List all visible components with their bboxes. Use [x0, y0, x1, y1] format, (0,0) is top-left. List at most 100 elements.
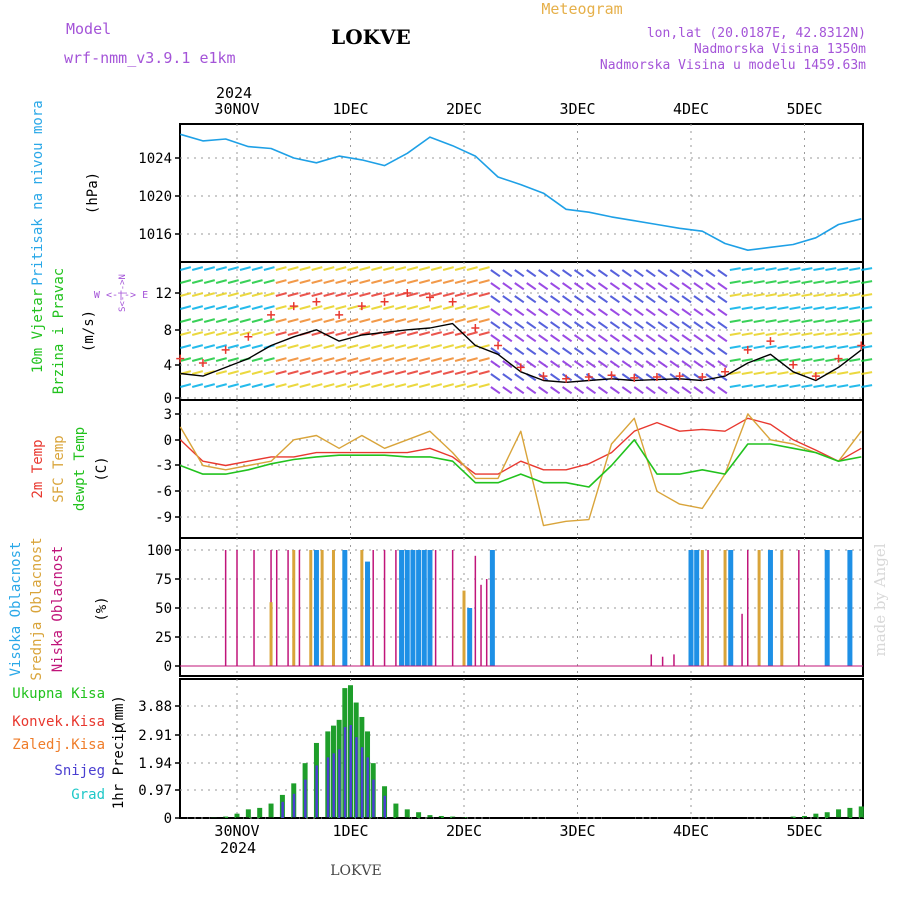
wind-barb: [753, 332, 765, 336]
wind-barb: [418, 370, 431, 375]
wind-barb: [179, 292, 192, 297]
wind-barb: [347, 279, 359, 284]
temp-unit: (C): [94, 456, 110, 481]
y-tick-label: -9: [155, 510, 172, 526]
wind-barb: [466, 331, 478, 336]
wind-barb: [203, 383, 216, 388]
precip-snow-bar: [281, 801, 284, 818]
wind-barb: [765, 384, 777, 388]
wind-barb: [597, 295, 608, 304]
precip-legend-conv: Konvek.Kisa: [12, 714, 105, 730]
wind-barb: [466, 370, 478, 375]
wind-barb: [191, 383, 204, 388]
wind-title-2: Brzina i Pravac: [51, 268, 67, 394]
wind-barb: [861, 306, 873, 310]
wind-barb: [263, 357, 275, 362]
wind-barb: [395, 344, 407, 349]
wind-barb: [861, 371, 873, 375]
wind-barb: [335, 305, 347, 310]
temp-title-sfc: SFC Temp: [51, 435, 67, 502]
cloud-bar-visoka: [416, 550, 422, 666]
wind-barb: [203, 305, 216, 310]
wind-barb: [526, 269, 537, 278]
wind-barb: [514, 386, 525, 395]
temp-2m-line: [179, 417, 862, 475]
y-tick-label: 1024: [138, 151, 172, 167]
wind-barb: [239, 279, 251, 284]
wind-barb: [311, 383, 323, 388]
wind-barb: [621, 373, 632, 382]
precip-bar: [790, 816, 796, 818]
cloud-bar-visoka: [824, 550, 830, 666]
wind-barb: [561, 308, 573, 317]
wind-barb: [645, 347, 656, 356]
wind-barb: [849, 319, 861, 323]
wind-barb: [550, 360, 561, 369]
wind-barb: [406, 357, 419, 362]
precip-bar: [223, 816, 229, 818]
wind-barb: [657, 282, 668, 291]
wind-barb: [335, 292, 347, 297]
wind-gust-marker: [494, 341, 503, 350]
y-tick-label: 50: [155, 601, 172, 617]
wind-barb: [621, 321, 632, 330]
wind-gust-marker: [312, 297, 321, 306]
wind-barb: [561, 321, 573, 330]
wind-barb: [825, 306, 837, 310]
wind-barb: [263, 383, 275, 388]
wind-barb: [597, 334, 608, 343]
wind-barb: [359, 370, 371, 375]
wind-barb: [645, 269, 656, 278]
wind-barb: [371, 357, 383, 362]
wind-barb: [442, 331, 454, 336]
wind-barb: [765, 358, 777, 362]
wind-barb: [454, 344, 466, 349]
wind-barb: [311, 344, 323, 349]
wind-barb: [371, 266, 383, 271]
wind-barb: [609, 386, 620, 395]
wind-barb: [299, 292, 311, 297]
wind-barb: [753, 293, 765, 297]
wind-barb: [777, 371, 789, 375]
wind-barb: [669, 282, 680, 291]
wind-barb: [717, 347, 728, 356]
wind-barb: [777, 319, 789, 323]
wind-barb: [669, 308, 680, 317]
cloud-bar-visoka: [767, 550, 773, 666]
wind-barb: [323, 305, 335, 310]
precip-bar: [858, 806, 864, 818]
wind-gust-marker: [198, 359, 207, 367]
wind-barb: [371, 318, 383, 323]
temp-title-2m: 2m Temp: [30, 439, 46, 498]
wind-barb: [717, 308, 728, 317]
wind-barb: [657, 269, 668, 278]
precip-snow-bar: [360, 747, 364, 818]
wind-barb: [335, 344, 347, 349]
wind-barb: [347, 344, 359, 349]
wind-barb: [609, 282, 620, 291]
bottom-day-label: 2DEC: [446, 822, 482, 840]
wind-barb: [442, 370, 454, 375]
precip-bar: [393, 803, 399, 818]
wind-barb: [813, 319, 825, 323]
wind-barb: [239, 370, 251, 375]
wind-barb: [442, 383, 454, 388]
wind-barb: [371, 279, 383, 284]
wind-barb: [837, 319, 849, 323]
wind-barb: [777, 332, 789, 336]
wind-barb: [215, 331, 227, 336]
wind-barb: [203, 279, 216, 284]
wind-barb: [597, 386, 608, 395]
wind-barb: [347, 331, 359, 336]
wind-barb: [395, 370, 407, 375]
wind-barb: [538, 282, 549, 291]
wind-barb: [693, 269, 704, 278]
wind-barb: [741, 371, 753, 375]
precip-bar: [268, 803, 274, 818]
wind-barb: [693, 295, 704, 304]
wind-barb: [418, 279, 431, 284]
top-year-label: 2024: [216, 84, 252, 102]
wind-barb: [299, 357, 311, 362]
y-tick-label: 2.91: [138, 728, 172, 744]
wind-barb: [849, 371, 861, 375]
